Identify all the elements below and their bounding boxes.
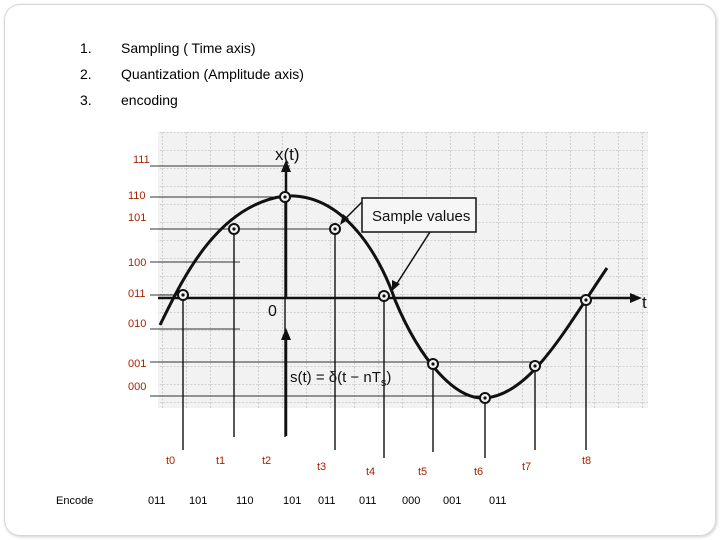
list-item-sampling: Sampling ( Time axis) <box>121 40 256 56</box>
time-axis-arrow <box>630 293 642 303</box>
code-t7: 001 <box>443 495 462 507</box>
list-number-1: 1. <box>80 40 92 56</box>
callout-arrowhead-2 <box>392 280 400 291</box>
time-label-t8: t8 <box>582 455 592 467</box>
level-label-011: 011 <box>128 288 146 300</box>
code-t2: 110 <box>236 495 254 507</box>
amplitude-axis-arrow <box>281 160 291 172</box>
time-label-t2: t2 <box>262 455 272 467</box>
time-label-t0: t0 <box>166 455 176 467</box>
code-t4: 011 <box>318 495 336 507</box>
slide-frame <box>4 4 716 536</box>
level-label-111: 111 <box>133 154 150 166</box>
time-label-t1: t1 <box>216 455 226 467</box>
time-label-t7: t7 <box>522 461 532 473</box>
list-item-quantization: Quantization (Amplitude axis) <box>121 66 304 82</box>
level-label-001: 001 <box>128 358 147 370</box>
signal-curve <box>158 194 609 400</box>
time-label-t5: t5 <box>418 466 428 478</box>
level-label-100: 100 <box>128 257 147 269</box>
callout-pointer-2 <box>395 231 431 286</box>
level-label-110: 110 <box>128 190 146 202</box>
callout-pointer-1 <box>343 201 363 221</box>
list-number-3: 3. <box>80 92 92 108</box>
code-t0: 011 <box>148 495 166 507</box>
sample-drop-lines <box>182 197 587 458</box>
sample-marker-centers <box>181 195 588 400</box>
callout-text: Sample values <box>372 208 470 225</box>
time-label-t6: t6 <box>474 466 484 478</box>
callout-arrowhead-1 <box>340 214 349 225</box>
level-label-101: 101 <box>128 212 147 224</box>
time-label-t3: t3 <box>317 461 327 473</box>
sampling-function-label: s(t) = δ(t − nTs) <box>290 369 391 389</box>
encode-label: Encode <box>56 495 94 507</box>
x-axis-label: t <box>642 293 647 312</box>
amplitude-axis-lower-arrow <box>281 328 291 340</box>
list-item-encoding: encoding <box>121 92 178 108</box>
code-t5: 011 <box>359 495 377 507</box>
graph-paper-grid <box>158 132 648 408</box>
y-axis-label: x(t) <box>275 145 300 164</box>
level-label-000: 000 <box>128 381 147 393</box>
code-t3: 101 <box>283 495 302 507</box>
time-label-t4: t4 <box>366 466 376 478</box>
code-t1: 101 <box>189 495 208 507</box>
code-t6: 000 <box>402 495 421 507</box>
list-number-2: 2. <box>80 66 92 82</box>
level-label-010: 010 <box>128 318 147 330</box>
callout-box <box>361 197 477 233</box>
origin-label: 0 <box>268 303 277 320</box>
code-t8: 011 <box>489 495 507 507</box>
